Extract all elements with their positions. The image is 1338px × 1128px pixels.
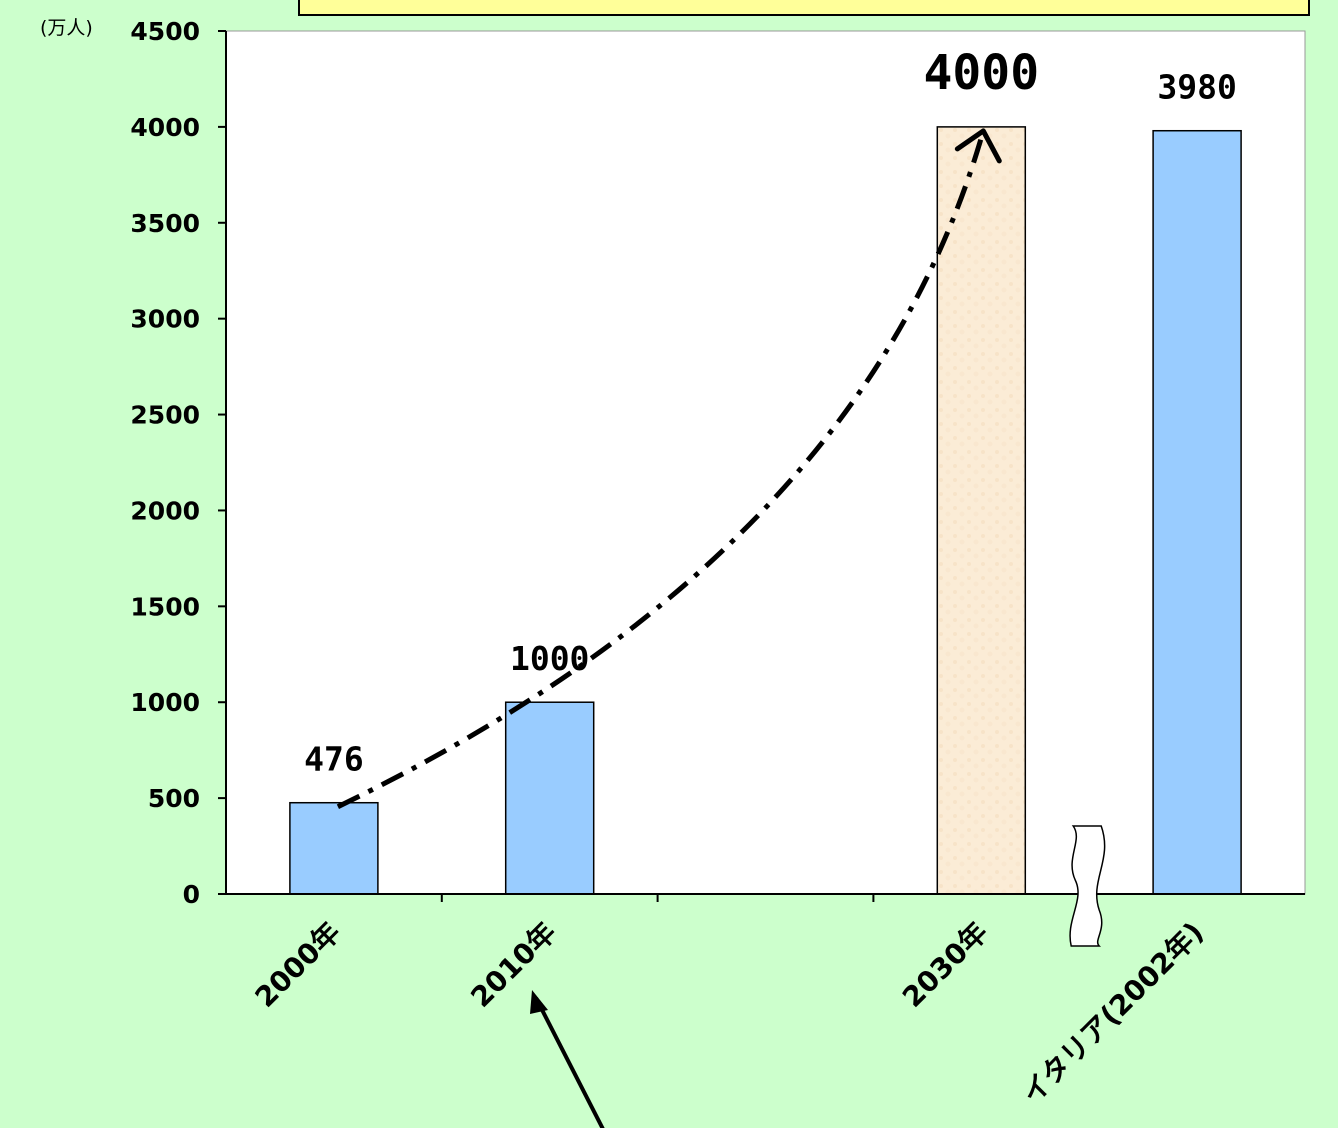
axis-break-mark: [1069, 825, 1106, 947]
bar: [504, 701, 595, 895]
bar: [289, 801, 379, 895]
pointer-arrow-line: [534, 997, 605, 1128]
y-tick-label: 1000: [130, 688, 200, 717]
y-tick-label: 2500: [130, 401, 200, 430]
y-unit-label: (万人): [40, 17, 93, 39]
y-tick-label: 4000: [130, 113, 200, 142]
data-label: 3980: [1157, 68, 1236, 107]
pointer-arrow-head: [530, 990, 548, 1014]
bar: [936, 126, 1027, 895]
y-tick-label: 4500: [130, 17, 200, 46]
y-tick-label: 3000: [130, 305, 200, 334]
category-label: 2000年: [249, 916, 347, 1014]
plot-area: [225, 30, 1306, 895]
trend-arrowhead: [954, 128, 1002, 164]
trend-curve: [336, 130, 986, 809]
bar: [1152, 129, 1242, 895]
y-tick-label: 1500: [130, 592, 200, 621]
data-label: 1000: [510, 639, 589, 678]
category-label: イタリア(2002年): [1015, 916, 1210, 1111]
category-label: 2030年: [896, 916, 994, 1014]
data-label: 4000: [924, 45, 1040, 101]
y-tick-label: 0: [183, 880, 200, 909]
y-tick-label: 3500: [130, 209, 200, 238]
y-tick-label: 2000: [130, 496, 200, 525]
header-callout-box: [298, 0, 1310, 16]
category-label: 2010年: [464, 916, 562, 1014]
data-label: 476: [304, 740, 364, 779]
y-tick-label: 500: [148, 784, 200, 813]
